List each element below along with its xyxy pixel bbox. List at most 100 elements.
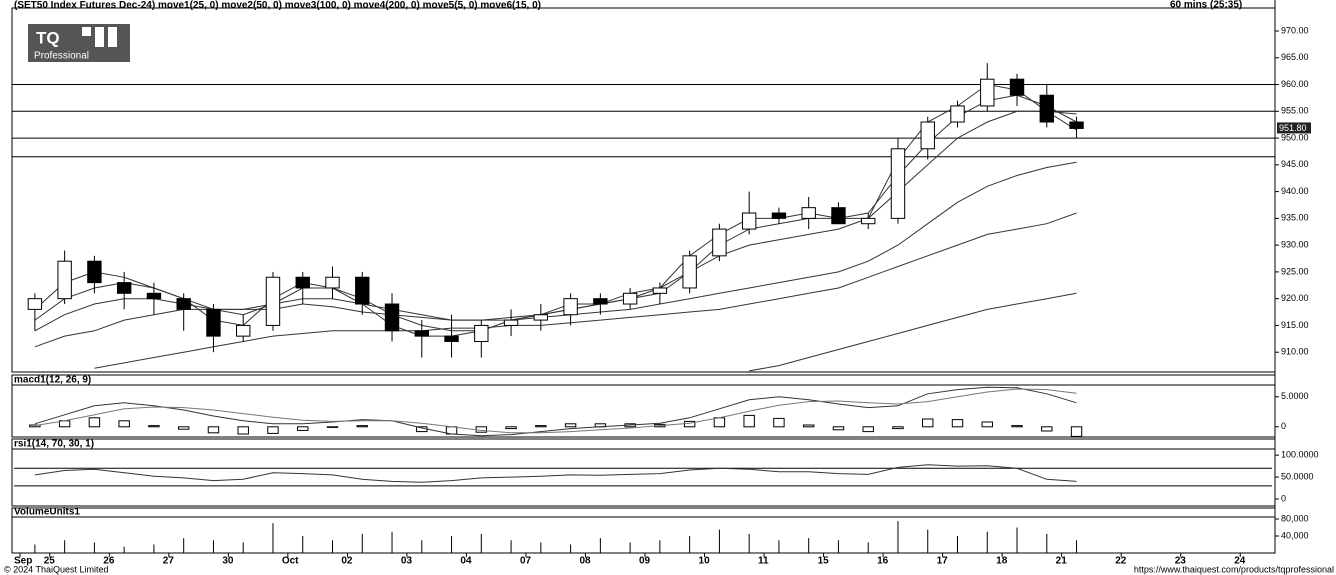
candle-body [920, 121, 935, 150]
candle-body [741, 212, 757, 230]
x-tick-label: 25 [44, 556, 56, 567]
x-tick-label: Oct [282, 556, 299, 567]
y-tick-label: 80,000 [1281, 513, 1309, 523]
histogram-bar [832, 426, 845, 431]
histogram-bar [743, 414, 755, 428]
histogram-bar [922, 418, 934, 428]
x-tick-label: Sep [14, 556, 32, 567]
y-tick-label: 940.00 [1281, 186, 1309, 196]
histogram-bar [326, 426, 339, 428]
histogram-bar [713, 417, 726, 428]
candle-body [950, 105, 965, 123]
logo-icon [82, 27, 91, 36]
candle-body [1069, 121, 1084, 129]
candle-body [771, 212, 787, 219]
price-panel [11, 7, 1276, 373]
y-tick-label: 5.0000 [1281, 391, 1309, 401]
last-price-box [1277, 122, 1311, 134]
x-tick-label: 26 [103, 556, 115, 567]
candle-body [27, 298, 43, 310]
legend-entry: move5(5, 0) [423, 0, 478, 11]
candle-body [474, 324, 489, 342]
chart-header: (SET50 Index Futures Dec-24) move1(25, 0… [14, 0, 541, 11]
candle-body [831, 207, 846, 225]
y-tick-label: 955.00 [1281, 106, 1309, 116]
candle-body [980, 78, 995, 107]
copyright: © 2024 ThaiQuest Limited [4, 564, 109, 574]
y-tick-label: 930.00 [1281, 240, 1309, 250]
x-tick-label: 30 [222, 556, 234, 567]
x-tick-label: 03 [401, 556, 413, 567]
x-tick-label: 09 [639, 556, 651, 567]
candle-body [861, 217, 876, 225]
candle-body [1009, 78, 1025, 96]
y-tick-label: 960.00 [1281, 79, 1309, 89]
histogram-bar [29, 424, 41, 428]
y-tick-label: 935.00 [1281, 213, 1309, 223]
histogram-bar [148, 425, 160, 428]
line [34, 386, 1077, 437]
histogram-bar [237, 426, 249, 435]
x-tick-label: 18 [996, 556, 1008, 567]
last-price: 951.80 [1279, 123, 1307, 133]
y-tick-label: 925.00 [1281, 266, 1309, 276]
candle-body [444, 335, 459, 342]
histogram-bar [177, 426, 190, 430]
macd-panel [11, 374, 1276, 438]
logo-subtitle: Professional [34, 51, 89, 62]
x-tick-label: 10 [699, 556, 711, 567]
candle-body [682, 255, 697, 289]
candle-body [652, 287, 668, 294]
y-tick-label: 965.00 [1281, 52, 1309, 62]
histogram-bar [356, 425, 368, 428]
panel-title: VolumeUnits1 [14, 507, 80, 518]
line [34, 110, 1077, 332]
line [749, 292, 1077, 372]
logo: TQ [36, 28, 60, 47]
logo-icon [95, 27, 104, 47]
histogram-bar [118, 420, 130, 428]
x-tick-label: 22 [1115, 556, 1127, 567]
candle-body [503, 319, 519, 326]
x-tick-label: 16 [877, 556, 889, 567]
x-tick-label: 23 [1175, 556, 1187, 567]
histogram-bar [535, 425, 547, 428]
y-tick-label: 50.0000 [1281, 471, 1314, 481]
candle-body [622, 292, 638, 305]
url: https://www.thaiquest.com/products/tqpro… [1134, 564, 1334, 574]
y-tick-label: 40,000 [1281, 530, 1309, 540]
x-tick-label: 21 [1056, 556, 1068, 567]
candle-body [57, 260, 72, 300]
instrument: (SET50 Index Futures Dec-24) [14, 0, 155, 11]
x-tick-label: 17 [937, 556, 949, 567]
histogram-bar [862, 426, 874, 433]
candle-body [295, 276, 310, 289]
histogram-bar [773, 417, 785, 428]
line [94, 212, 1077, 369]
candle-body [146, 292, 162, 300]
histogram-bar [1070, 426, 1083, 437]
histogram-bar [951, 419, 964, 428]
x-tick-label: 07 [520, 556, 532, 567]
line [34, 388, 1077, 434]
x-tick-label: 04 [460, 556, 472, 567]
candle-body [801, 207, 816, 219]
candle-body [890, 148, 906, 219]
line [34, 83, 1077, 337]
candle-body [1039, 94, 1054, 123]
histogram-bar [297, 426, 309, 431]
histogram-bar [1041, 426, 1053, 432]
candle-body [176, 298, 191, 310]
y-tick-label: 945.00 [1281, 159, 1309, 169]
volume-panel [11, 507, 1276, 554]
candle-body [87, 260, 102, 284]
histogram-bar [1011, 425, 1023, 428]
candle-body [384, 303, 400, 332]
candle-body [325, 276, 340, 289]
x-tick-label: 24 [1234, 556, 1246, 567]
histogram-bar [505, 426, 517, 430]
y-tick-label: 100.0000 [1281, 450, 1319, 460]
candle-body [355, 276, 370, 305]
histogram-bar [892, 426, 904, 430]
x-tick-label: 15 [818, 556, 830, 567]
